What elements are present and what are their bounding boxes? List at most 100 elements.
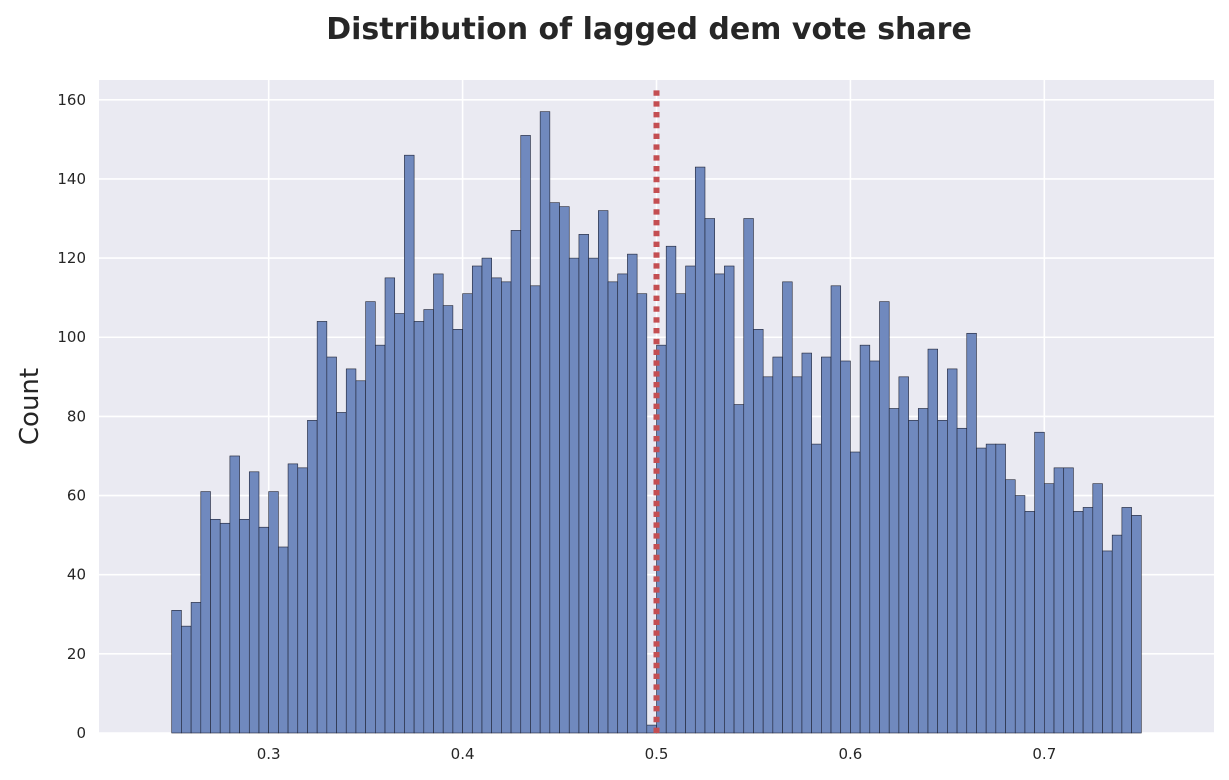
histogram-bar xyxy=(190,602,202,734)
histogram-bars xyxy=(171,111,1142,734)
histogram-bar xyxy=(316,321,328,734)
histogram-bar xyxy=(995,443,1006,734)
histogram-bar xyxy=(733,404,745,734)
y-tick-label: 60 xyxy=(67,487,86,505)
histogram-bar xyxy=(539,111,551,734)
histogram-bar xyxy=(830,285,842,734)
histogram-bar xyxy=(355,380,366,734)
chart-title: Distribution of lagged dem vote share xyxy=(326,12,972,47)
histogram-bar xyxy=(937,420,948,734)
histogram-bar xyxy=(976,447,987,734)
histogram-bar xyxy=(568,257,580,734)
histogram-bar xyxy=(869,360,880,734)
y-tick-label: 0 xyxy=(76,724,86,742)
histogram-bar xyxy=(462,293,473,734)
histogram-bar xyxy=(956,427,968,734)
histogram-bar xyxy=(665,245,677,734)
histogram-bar xyxy=(714,273,725,734)
histogram-bar xyxy=(442,305,454,734)
y-tick-label: 100 xyxy=(57,328,86,346)
histogram-bar xyxy=(520,135,531,734)
histogram-bar xyxy=(888,408,900,734)
histogram-bar xyxy=(297,467,308,734)
histogram-bar xyxy=(636,293,648,734)
histogram-bar xyxy=(898,376,909,734)
histogram-bar xyxy=(966,332,977,734)
histogram-bar xyxy=(782,281,793,734)
y-tick-label: 20 xyxy=(67,645,86,663)
histogram-bar xyxy=(1044,483,1055,734)
histogram-bar xyxy=(307,420,318,734)
histogram-bar xyxy=(481,257,492,734)
x-tick-label: 0.4 xyxy=(451,745,475,763)
x-axis-ticks: 0.3 0.4 0.5 0.6 0.7 xyxy=(257,745,1057,763)
histogram-bar xyxy=(675,293,686,734)
histogram-bar xyxy=(510,230,522,734)
histogram-bar xyxy=(181,625,192,734)
histogram-bar xyxy=(326,356,337,734)
histogram-bar xyxy=(927,348,938,734)
histogram-bar xyxy=(917,408,929,734)
histogram-bar xyxy=(791,376,803,734)
histogram-bar xyxy=(1024,511,1035,734)
x-tick-label: 0.7 xyxy=(1032,745,1056,763)
histogram-bar xyxy=(772,356,783,734)
histogram-bar xyxy=(1014,495,1026,734)
histogram-bar xyxy=(171,610,182,734)
histogram-bar xyxy=(1121,507,1132,734)
histogram-bar xyxy=(1053,467,1065,734)
histogram-bar xyxy=(501,281,512,734)
histogram-bar xyxy=(859,344,871,734)
histogram-bar xyxy=(811,443,822,734)
histogram-bar xyxy=(375,344,386,734)
histogram-bar xyxy=(724,265,735,734)
y-tick-label: 160 xyxy=(57,91,86,109)
histogram-bar xyxy=(278,546,289,734)
y-tick-label: 40 xyxy=(67,566,86,584)
histogram-bar xyxy=(219,522,231,734)
histogram-bar xyxy=(578,234,589,734)
histogram-bar xyxy=(491,277,502,734)
histogram-bar xyxy=(947,368,958,734)
histogram-bar xyxy=(1073,511,1084,734)
histogram-bar xyxy=(908,420,919,734)
x-tick-label: 0.6 xyxy=(838,745,862,763)
y-axis-ticks: 0 20 40 60 80 100 120 140 160 xyxy=(57,91,86,742)
histogram-bar xyxy=(598,210,609,734)
histogram-bar xyxy=(840,360,851,734)
histogram-bar xyxy=(384,277,396,734)
histogram-bar xyxy=(394,313,405,734)
histogram-bar xyxy=(1092,483,1103,734)
histogram-bar xyxy=(588,257,599,734)
histogram-bar xyxy=(607,281,619,734)
histogram-bar xyxy=(559,206,570,734)
histogram-bar xyxy=(471,265,483,734)
histogram-bar xyxy=(1063,467,1074,734)
histogram-bar xyxy=(268,491,279,734)
y-tick-label: 140 xyxy=(57,170,86,188)
histogram-bar xyxy=(985,443,997,734)
y-tick-label: 80 xyxy=(67,407,86,425)
histogram-bar xyxy=(336,412,347,734)
x-tick-label: 0.3 xyxy=(257,745,281,763)
histogram-bar xyxy=(248,471,260,734)
histogram-bar xyxy=(753,329,764,734)
histogram-bar xyxy=(1034,431,1045,734)
histogram-bar xyxy=(452,329,463,734)
histogram-bar xyxy=(1005,479,1016,734)
histogram-bar xyxy=(258,526,269,734)
histogram-bar xyxy=(365,301,376,734)
histogram-bar xyxy=(704,218,715,734)
y-axis-label: Count xyxy=(15,368,45,445)
histogram-bar xyxy=(821,356,832,734)
histogram-bar xyxy=(617,273,628,734)
histogram-bar xyxy=(229,455,240,734)
histogram-bar xyxy=(1111,534,1123,734)
histogram-bar xyxy=(879,301,890,734)
histogram-bar xyxy=(404,154,415,734)
histogram-bar xyxy=(413,321,425,734)
y-tick-label: 120 xyxy=(57,249,86,267)
histogram-bar xyxy=(850,451,861,734)
